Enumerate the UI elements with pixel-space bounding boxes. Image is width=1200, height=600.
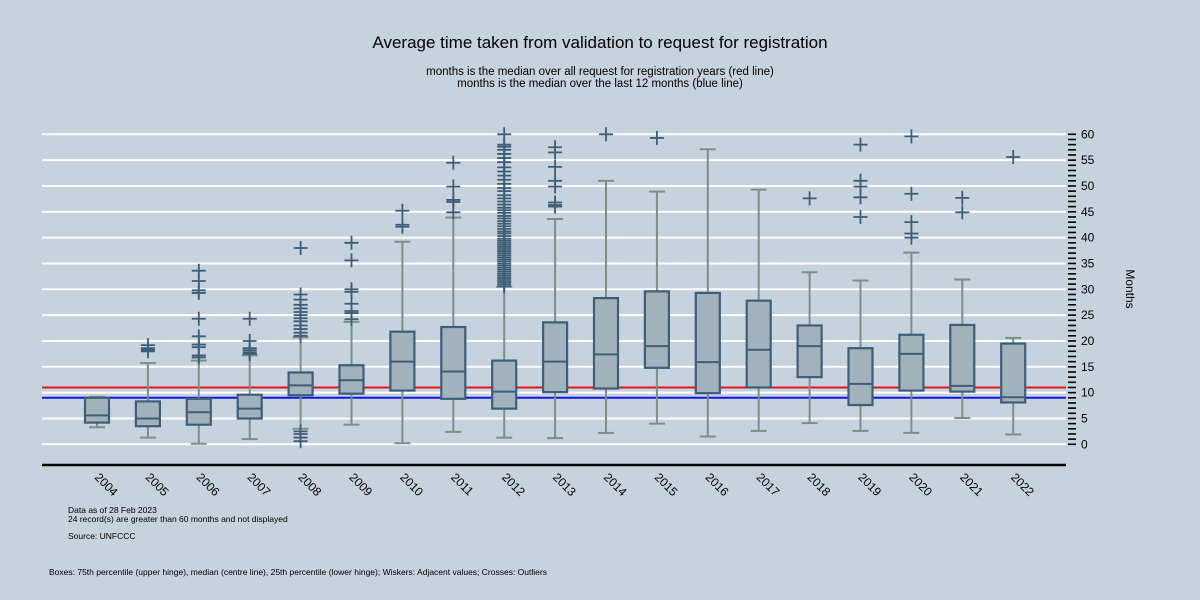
- x-tick-label: 2008: [295, 470, 324, 499]
- box-2020: [898, 333, 925, 392]
- chart-subtitle-1: months is the median over all request fo…: [426, 66, 774, 78]
- outlier-cross: [446, 192, 461, 207]
- outlier-cross: [548, 173, 563, 188]
- outlier-cross: [1006, 150, 1021, 165]
- outlier-cross: [853, 137, 868, 152]
- box-2012: [491, 359, 518, 410]
- outlier-cross: [955, 205, 970, 220]
- y-tick-label: 5: [1081, 411, 1088, 425]
- outlier-cross: [344, 296, 359, 311]
- outlier-cross: [802, 191, 817, 206]
- data-date-note: Data as of 28 Feb 2023: [68, 505, 157, 515]
- x-tick-label: 2018: [804, 470, 833, 499]
- box-2014: [592, 296, 620, 390]
- excluded-records-note: 24 record(s) are greater than 60 months …: [68, 514, 288, 524]
- x-tick-label: 2014: [601, 470, 630, 499]
- outlier-cross: [446, 179, 461, 194]
- outlier-cross: [344, 282, 359, 297]
- outlier-cross: [649, 130, 664, 145]
- x-tick-label: 2009: [346, 470, 375, 499]
- x-tick-label: 2007: [245, 470, 274, 499]
- x-tick-label: 2019: [855, 470, 884, 499]
- y-tick-label: 30: [1081, 282, 1095, 296]
- legend-footnote: Boxes: 75th percentile (upper hinge), me…: [49, 567, 547, 577]
- box-2015: [643, 290, 671, 369]
- box-2013: [541, 321, 569, 394]
- y-tick-label: 55: [1081, 153, 1095, 167]
- y-tick-label: 0: [1081, 437, 1088, 451]
- y-tick-label: 40: [1081, 231, 1095, 245]
- x-tick-label: 2004: [92, 470, 121, 499]
- x-tick-label: 2012: [499, 470, 528, 499]
- x-tick-label: 2006: [194, 470, 223, 499]
- outlier-cross: [548, 159, 563, 174]
- outlier-cross: [191, 263, 206, 278]
- outlier-cross: [853, 209, 868, 224]
- x-tick-label: 2005: [143, 470, 172, 499]
- box-2018: [796, 324, 823, 379]
- outlier-cross: [293, 287, 308, 302]
- box-2007: [236, 393, 263, 420]
- outlier-cross: [446, 155, 461, 170]
- x-tick-label: 2016: [703, 470, 732, 499]
- outlier-cross: [293, 240, 308, 255]
- x-tick-label: 2022: [1008, 470, 1037, 499]
- outlier-cross: [497, 127, 512, 142]
- y-tick-label: 45: [1081, 205, 1095, 219]
- y-tick-label: 35: [1081, 256, 1095, 270]
- outlier-cross: [904, 129, 919, 144]
- y-tick-label: 20: [1081, 334, 1095, 348]
- outlier-cross: [548, 195, 563, 210]
- outlier-cross: [242, 333, 257, 348]
- outlier-cross: [395, 217, 410, 232]
- outlier-cross: [395, 203, 410, 218]
- y-tick-label: 50: [1081, 179, 1095, 193]
- outlier-cross: [293, 424, 308, 439]
- outlier-cross: [548, 140, 563, 155]
- box-2021: [949, 323, 976, 393]
- chart-subtitle-2: months is the median over the last 12 mo…: [457, 78, 743, 90]
- box-2011: [440, 325, 467, 400]
- x-tick-label: 2021: [957, 470, 986, 499]
- box-2016: [694, 291, 721, 395]
- box-2005: [134, 400, 161, 428]
- box-2017: [745, 299, 772, 389]
- box-2019: [847, 347, 874, 407]
- y-tick-label: 60: [1081, 127, 1095, 141]
- outlier-cross: [853, 173, 868, 188]
- box-2022: [1000, 342, 1027, 404]
- x-tick-label: 2013: [550, 470, 579, 499]
- y-axis-label: Months: [1123, 269, 1137, 308]
- x-tick-label: 2020: [906, 470, 935, 499]
- outlier-cross: [191, 311, 206, 326]
- x-tick-label: 2017: [754, 470, 783, 499]
- x-tick-label: 2010: [397, 470, 426, 499]
- chart-title: Average time taken from validation to re…: [372, 33, 828, 52]
- outlier-cross: [904, 215, 919, 230]
- outlier-cross: [242, 311, 257, 326]
- outlier-cross: [955, 190, 970, 205]
- outlier-cross: [344, 235, 359, 250]
- outlier-cross: [904, 186, 919, 201]
- y-tick-label: 25: [1081, 308, 1095, 322]
- source-note: Source: UNFCCC: [68, 531, 136, 541]
- box-2008: [287, 371, 314, 397]
- x-tick-label: 2011: [448, 470, 476, 498]
- outlier-cross: [599, 127, 613, 142]
- x-tick-label: 2015: [652, 470, 681, 499]
- outlier-cross: [344, 253, 359, 268]
- y-tick-label: 10: [1081, 386, 1095, 400]
- box-2004: [83, 396, 111, 424]
- y-tick-label: 15: [1081, 360, 1095, 374]
- outlier-cross: [191, 329, 206, 344]
- outlier-cross: [140, 338, 155, 353]
